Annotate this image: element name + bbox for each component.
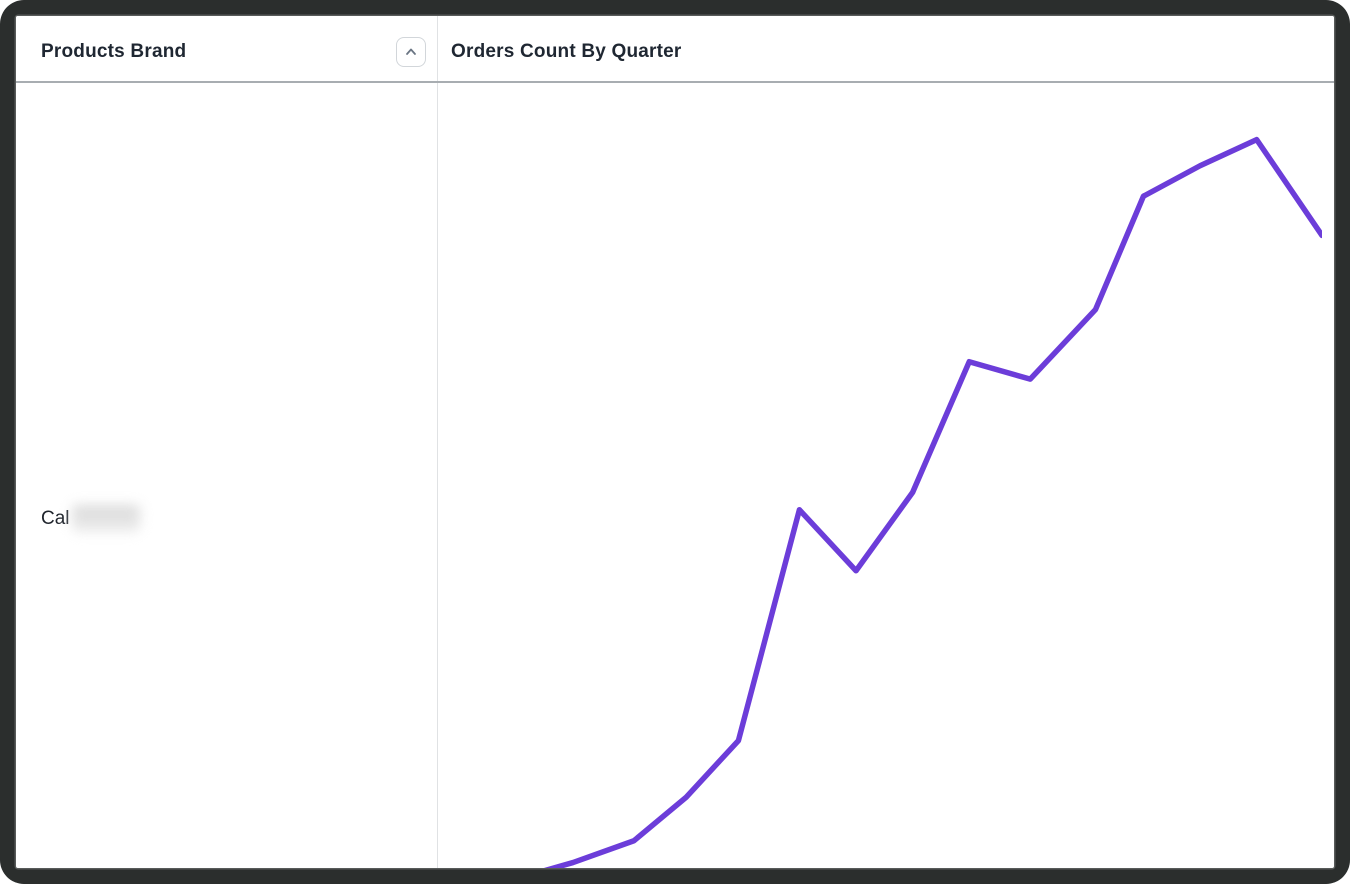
header-cell-products-brand: Products Brand	[16, 16, 438, 81]
sparkline-cell[interactable]	[438, 83, 1334, 868]
brand-cell[interactable]: Cal	[16, 83, 438, 868]
table-row: Cal	[16, 83, 1334, 868]
table-visualization: Products Brand Orders Count By Quarter C…	[16, 16, 1334, 868]
chevron-up-icon	[403, 44, 419, 60]
table-header: Products Brand Orders Count By Quarter	[16, 16, 1334, 83]
header-cell-orders-count: Orders Count By Quarter	[438, 16, 1334, 81]
sparkline-chart	[451, 83, 1322, 868]
table-body: Cal Car Na	[16, 83, 1334, 868]
brand-label: Cal	[41, 507, 70, 529]
sort-button[interactable]	[396, 36, 426, 67]
redacted-brand-blur	[71, 505, 140, 532]
orders-count-column-label[interactable]: Orders Count By Quarter	[451, 40, 682, 62]
products-brand-column-label[interactable]: Products Brand	[41, 40, 187, 62]
